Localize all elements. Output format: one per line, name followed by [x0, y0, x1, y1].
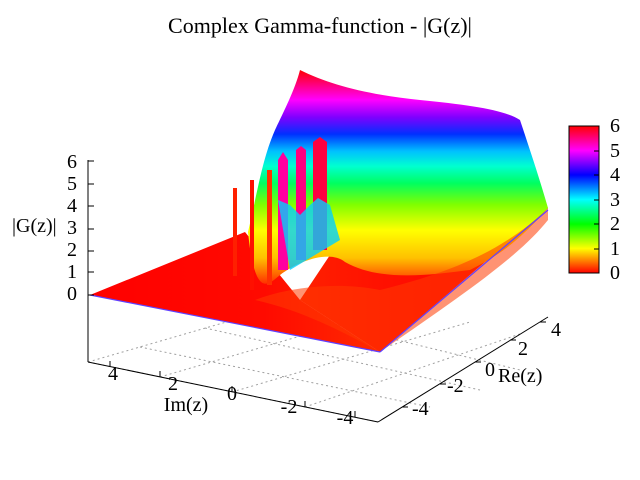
surface-poles — [233, 137, 340, 290]
y-axis-label: Im(z) — [164, 394, 208, 416]
z-tick-label: 4 — [67, 195, 77, 217]
y-tick-label: 4 — [108, 363, 118, 385]
z-tick-label: 3 — [67, 217, 77, 239]
z-tick-label: 2 — [67, 239, 77, 261]
z-tick-label: 5 — [67, 173, 77, 195]
x-tick-label: 4 — [551, 319, 561, 341]
x-tick-label: -2 — [447, 375, 464, 397]
x-axis-ticks — [402, 321, 546, 408]
colorbar-tick-label: 0 — [610, 262, 620, 284]
y-axis-ticks — [109, 361, 356, 417]
colorbar-tick-label: 3 — [610, 189, 620, 211]
z-tick-label: 1 — [67, 261, 77, 283]
z-axis-label: |G(z)| — [12, 215, 57, 237]
x-tick-label: -4 — [412, 398, 429, 420]
floor-axes — [87, 160, 549, 423]
z-tick-label: 0 — [67, 283, 77, 305]
chart-title: Complex Gamma-function - |G(z)| — [168, 13, 472, 38]
colorbar-tick-label: 4 — [610, 164, 620, 186]
surface-edges — [89, 209, 549, 353]
colorbar-tick-label: 5 — [610, 140, 620, 162]
z-tick-label: 6 — [67, 151, 77, 173]
colorbar-tick-label: 6 — [610, 115, 620, 137]
y-tick-label: -4 — [337, 407, 354, 429]
surface-front-sheet — [90, 232, 380, 352]
x-tick-label: 2 — [518, 338, 528, 360]
surface-ridge-shade — [255, 208, 548, 352]
x-tick-label: 0 — [485, 359, 495, 381]
y-tick-label: 2 — [168, 373, 178, 395]
y-tick-label: -2 — [281, 396, 298, 418]
x-axis-label: Re(z) — [498, 365, 542, 387]
colorbar-ticks — [594, 125, 599, 274]
colorbar-tick-label: 2 — [610, 213, 620, 235]
y-tick-label: 0 — [227, 383, 237, 405]
z-axis — [88, 160, 94, 296]
colorbar-tick-label: 1 — [610, 238, 620, 260]
